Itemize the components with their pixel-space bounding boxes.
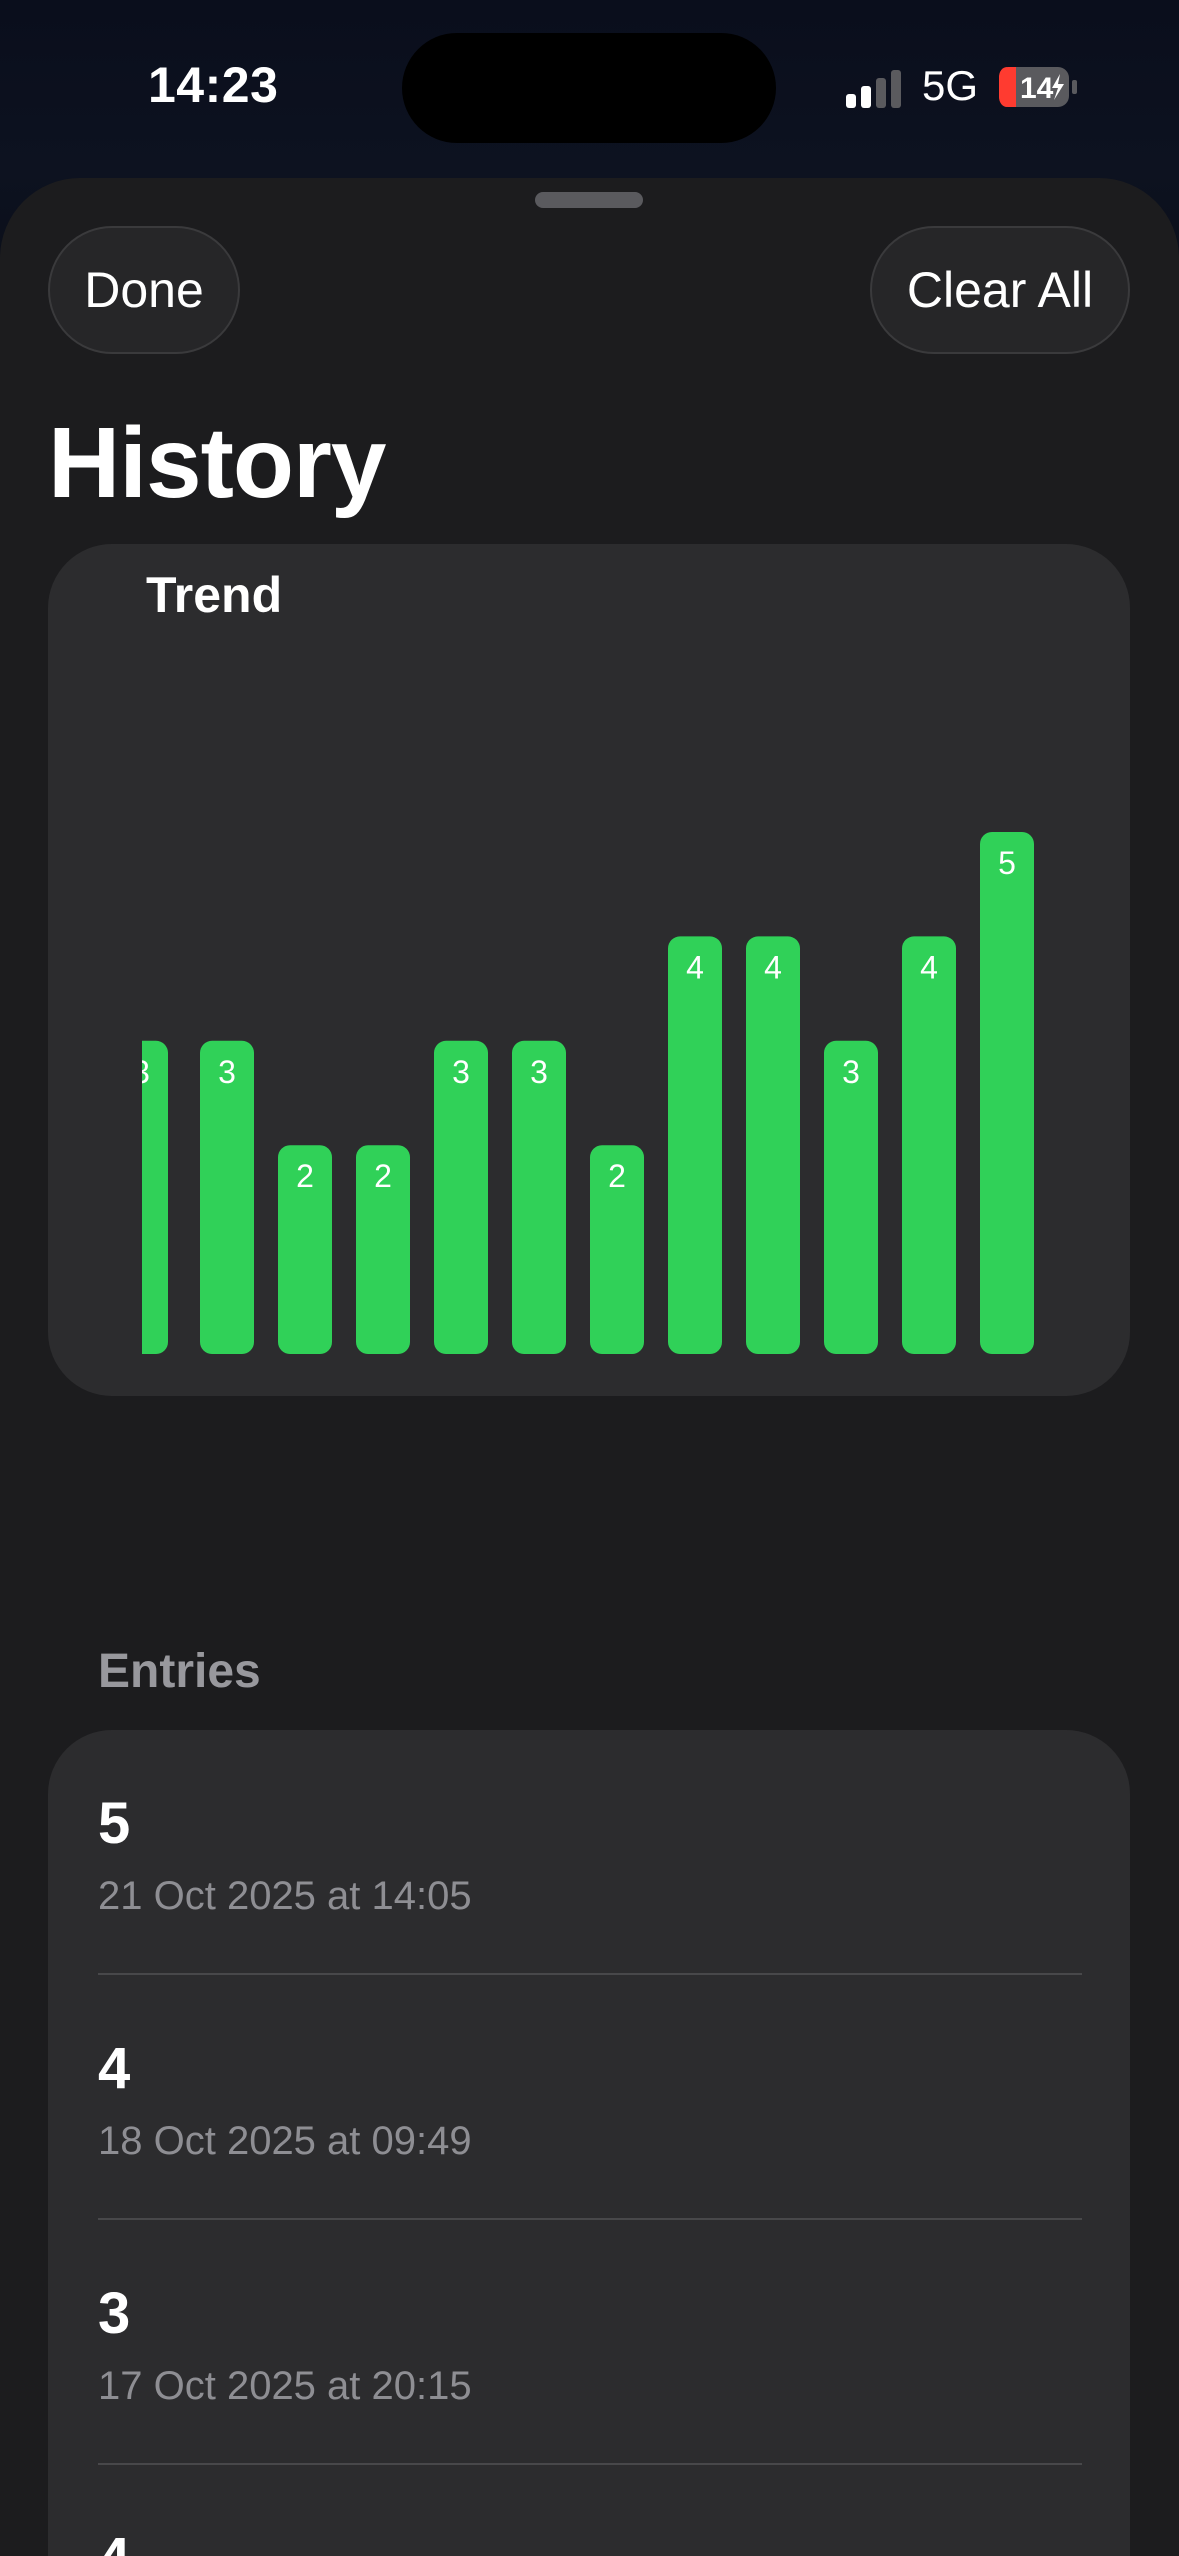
bar-data-label: 3 — [530, 1054, 548, 1090]
entry-value: 3 — [98, 2281, 131, 2346]
chart-bar — [434, 1040, 488, 1354]
dynamic-island — [402, 33, 776, 143]
chart-bar — [824, 1040, 878, 1354]
bar-data-label: 3 — [132, 1054, 150, 1090]
network-type: 5G — [922, 62, 979, 109]
chart-bar — [668, 936, 722, 1354]
entry-row[interactable]: 416 Oct 2025 at 10:22 — [48, 2465, 1130, 2556]
cellular-signal-icon — [846, 70, 901, 108]
entries-section-label: Entries — [98, 1645, 261, 1698]
entries-list: 5 21 Oct 2025 at 14:05 4 18 Oct 2025 at 09:… — [48, 1730, 1130, 2556]
entry-date: 18 Oct 2025 at 09:49 — [98, 2119, 472, 2163]
chart-bar — [142, 1040, 168, 1354]
trend-bar-chart: 3 3 2 2 3 3 2 4 4 3 4 5 — [132, 832, 1034, 1354]
chart-bar — [278, 1145, 332, 1354]
entry-date: 17 Oct 2025 at 20:15 — [98, 2364, 472, 2408]
done-button[interactable]: Done — [48, 226, 240, 354]
entry-separator — [98, 1973, 1082, 1975]
entry-value: 4 — [98, 2525, 130, 2556]
entry-row[interactable]: 5 21 Oct 2025 at 14:05 — [48, 1730, 1130, 1975]
entry-row[interactable]: 3 17 Oct 2025 at 20:15 — [48, 2220, 1130, 2465]
battery-icon: 14 — [999, 67, 1077, 107]
entry-value: 5 — [98, 1791, 131, 1856]
chart-bar — [512, 1040, 566, 1354]
chart-bar — [746, 936, 800, 1354]
bar-data-label: 4 — [764, 949, 782, 985]
chart-bar — [980, 832, 1034, 1354]
bar-data-label: 2 — [296, 1158, 314, 1194]
bar-data-label: 3 — [842, 1054, 860, 1090]
battery-level: 14 — [1020, 72, 1054, 105]
entry-date: 21 Oct 2025 at 14:05 — [98, 1874, 472, 1918]
entry-separator — [98, 2463, 1082, 2465]
chart-bar — [356, 1145, 410, 1354]
bar-data-label: 5 — [998, 845, 1016, 881]
bar-data-label: 3 — [218, 1054, 236, 1090]
bar-data-label: 4 — [920, 949, 938, 985]
chart-bar — [902, 936, 956, 1354]
status-time: 14:23 — [148, 57, 279, 113]
chart-bar — [200, 1040, 254, 1354]
bar-data-label: 4 — [686, 949, 704, 985]
bar-data-label: 3 — [452, 1054, 470, 1090]
sheet-grabber[interactable] — [535, 192, 643, 208]
bar-data-label: 2 — [608, 1158, 626, 1194]
entry-value: 4 — [98, 2036, 131, 2101]
chart-bar — [590, 1145, 644, 1354]
chart-title: Trend — [146, 567, 283, 623]
clear-all-button[interactable]: Clear All — [870, 226, 1130, 354]
trend-chart-card: Trend 3 3 2 2 3 3 2 4 4 3 4 5 — [48, 544, 1130, 1396]
bar-data-label: 2 — [374, 1158, 392, 1194]
page-title: History — [48, 407, 387, 519]
history-sheet: Done Clear All History Trend 3 3 2 2 3 3 2 4 4 3 4… — [0, 178, 1179, 2556]
entry-row[interactable]: 4 18 Oct 2025 at 09:49 — [48, 1975, 1130, 2220]
entry-separator — [98, 2218, 1082, 2220]
